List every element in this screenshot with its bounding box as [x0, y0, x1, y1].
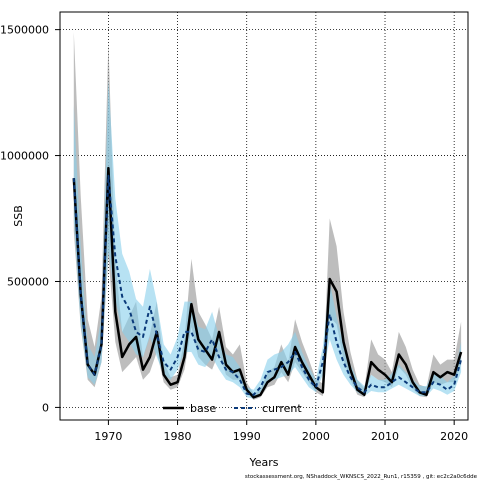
confidence-bands	[73, 32, 462, 400]
footer-note: stockassessment.org, NShaddock_WKNSCS_20…	[245, 474, 478, 480]
y-tick-label: 500000	[7, 275, 49, 288]
x-tick-label: 2000	[302, 430, 330, 443]
y-axis-title: SSB	[12, 205, 25, 227]
x-tick-label: 1980	[164, 430, 192, 443]
y-tick-label: 0	[42, 401, 49, 414]
y-tick-label: 1500000	[0, 24, 49, 37]
y-tick-label: 1000000	[0, 150, 49, 163]
legend-label-current: current	[262, 402, 302, 415]
series-lines	[72, 166, 463, 399]
legend: base current	[163, 402, 302, 415]
line-current	[72, 174, 463, 396]
plot-frame	[59, 11, 469, 421]
line-base	[72, 166, 463, 399]
legend-label-base: base	[190, 402, 216, 415]
x-tick-label: 2020	[440, 430, 468, 443]
y-axis: 0 500000 1000000 1500000	[0, 24, 60, 414]
x-tick-label: 1990	[233, 430, 261, 443]
x-tick-label: 2010	[371, 430, 399, 443]
x-axis-title: Years	[248, 456, 278, 469]
x-tick-label: 1970	[94, 430, 122, 443]
x-axis: 1970 1980 1990 2000 2010 2020	[94, 420, 468, 443]
